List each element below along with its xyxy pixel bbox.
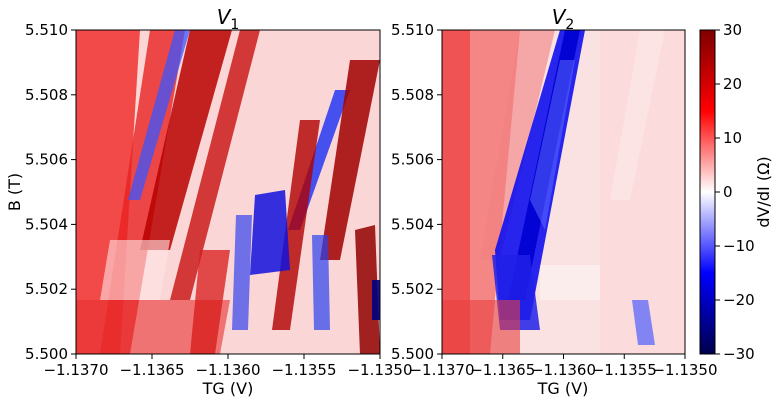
colorbar-label: dV/dI (Ω): [754, 156, 773, 227]
colorbar-gradient: [699, 29, 716, 355]
v1-blue-corner: [372, 280, 380, 320]
v2-pale-box: [540, 265, 600, 300]
panel-v2-heatmap: [442, 30, 685, 354]
panel-v1-x-tick-label: −1.1350: [347, 361, 412, 379]
v2-red-left: [442, 30, 470, 354]
panel-v2-y-axis: 5.500 5.502 5.504 5.506 5.508 5.510: [391, 21, 442, 363]
v2-blue-bottom-right: [632, 300, 655, 345]
colorbar-tick-label: 10: [723, 129, 742, 147]
colorbar: 30 20 10 0 −10 −20 −30 dV/dI (Ω): [699, 21, 773, 363]
v1-dark-stripe-b: [170, 30, 260, 300]
v1-blue-stripe-a: [128, 30, 190, 200]
panel-v1-y-tick-label: 5.508: [25, 86, 68, 104]
panel-v1-title-main: V: [217, 5, 232, 29]
colorbar-tick-label: 0: [723, 183, 733, 201]
colorbar-tick-label: 30: [723, 21, 742, 39]
panel-v2-title-sub: 2: [565, 17, 574, 33]
panel-v2-y-tick-label: 5.508: [391, 86, 434, 104]
panel-v1-y-axis: 5.500 5.502 5.504 5.506 5.508 5.510: [25, 21, 76, 363]
v1-dark-stripe-a: [140, 30, 232, 250]
v1-pale-patch: [100, 240, 170, 300]
panel-v1-xlabel: TG (V): [202, 379, 254, 398]
v1-dark-stripe-e: [355, 225, 380, 354]
panel-v2-xlabel: TG (V): [537, 379, 589, 398]
colorbar-tick-label: −10: [723, 237, 755, 255]
v2-blue-fringe: [530, 60, 575, 230]
colorbar-tick-label: −20: [723, 291, 755, 309]
panel-v1-y-tick-label: 5.510: [25, 21, 68, 39]
panel-v1-x-axis: −1.1370 −1.1365 −1.1360 −1.1355 −1.1350: [43, 354, 413, 379]
panel-v1-x-tick-label: −1.1365: [119, 361, 184, 379]
panel-v2-y-tick-label: 5.506: [391, 151, 434, 169]
panel-v1-title: V1: [217, 5, 240, 33]
v2-red-bottom: [442, 300, 520, 354]
v2-pale-stripe-a: [610, 30, 665, 200]
v1-red-band-b: [190, 250, 230, 354]
colorbar-tick-label: 20: [723, 75, 742, 93]
panel-v2-y-tick-label: 5.510: [391, 21, 434, 39]
v1-blue-blob: [250, 190, 290, 275]
colorbar-tick-label: −30: [723, 345, 755, 363]
panel-v1-y-tick-label: 5.502: [25, 280, 68, 298]
panel-v1: V1 5.500 5.502 5.504 5.506 5.508 5.510 −1.137…: [5, 5, 413, 398]
panel-v2-title-main: V: [552, 5, 567, 29]
colorbar-ticks: 30 20 10 0 −10 −20 −30: [715, 21, 755, 363]
v1-blue-stripe-d: [312, 235, 330, 330]
panel-v2-x-tick-label: −1.1370: [409, 361, 474, 379]
panel-v2-y-tick-label: 5.502: [391, 280, 434, 298]
panel-v1-title-sub: 1: [230, 17, 239, 33]
panel-v2-y-tick-label: 5.504: [391, 215, 434, 233]
v1-dark-stripe-d: [272, 120, 320, 330]
panel-v2-title: V2: [552, 5, 575, 33]
panel-v1-heatmap: [76, 30, 380, 354]
v2-pale-right: [600, 30, 685, 354]
panel-v1-ylabel: B (T): [5, 173, 24, 211]
panel-v2-x-axis: −1.1370−1.1365−1.1360−1.1355−1.1350: [409, 354, 718, 379]
panel-v1-y-tick-label: 5.500: [25, 345, 68, 363]
panel-v1-x-tick-label: −1.1360: [195, 361, 260, 379]
panel-v2-x-tick-label: −1.1365: [470, 361, 535, 379]
panel-v1-x-tick-label: −1.1370: [43, 361, 108, 379]
v1-blue-stripe-c: [232, 215, 252, 330]
panel-v1-x-tick-label: −1.1355: [271, 361, 336, 379]
panel-v2-x-tick-label: −1.1350: [652, 361, 717, 379]
v1-dark-stripe-c: [320, 60, 380, 260]
panel-v2-x-tick-label: −1.1355: [592, 361, 657, 379]
panel-v2-y-tick-label: 5.500: [391, 345, 434, 363]
panel-v2: V2 5.500 5.502 5.504 5.506 5.508 5.510 −1.137…: [391, 5, 717, 398]
panel-v1-y-tick-label: 5.504: [25, 215, 68, 233]
panel-v1-y-tick-label: 5.506: [25, 151, 68, 169]
panel-v2-x-tick-label: −1.1360: [531, 361, 596, 379]
v2-red-band-b: [480, 30, 555, 260]
